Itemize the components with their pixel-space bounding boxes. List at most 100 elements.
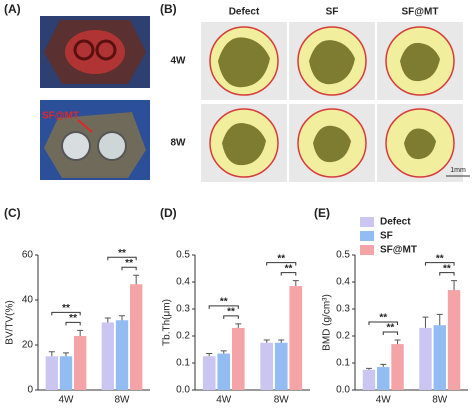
error-bar bbox=[77, 329, 84, 336]
y-tick-label: 0.3 bbox=[176, 304, 190, 315]
y-tick-label: 0.1 bbox=[336, 358, 350, 369]
bar bbox=[217, 353, 231, 390]
error-bar bbox=[380, 363, 387, 368]
y-tick-label: 0.0 bbox=[176, 385, 190, 396]
y-tick-label: 60 bbox=[22, 250, 34, 261]
error-bar bbox=[278, 339, 285, 343]
panel-label: (B) bbox=[160, 2, 177, 16]
x-tick-label: 8W bbox=[274, 395, 290, 406]
y-tick-label: 0.2 bbox=[336, 331, 350, 342]
bar bbox=[231, 327, 245, 390]
legend-label: Defect bbox=[380, 217, 411, 228]
y-axis-label: BV/TV(%) bbox=[5, 300, 16, 344]
significance-bracket bbox=[121, 266, 137, 271]
error-bar bbox=[394, 339, 401, 345]
bar bbox=[362, 369, 376, 390]
bar bbox=[59, 356, 73, 390]
panel-label: (D) bbox=[160, 206, 177, 220]
bar bbox=[115, 320, 129, 390]
error-bar bbox=[451, 280, 458, 291]
y-tick-label: 0 bbox=[27, 385, 33, 396]
bar bbox=[101, 322, 114, 390]
column-header: Defect bbox=[229, 7, 260, 18]
significance-label: ** bbox=[220, 296, 228, 307]
y-tick-label: 0.1 bbox=[176, 358, 190, 369]
y-tick-label: 0.4 bbox=[176, 277, 190, 288]
column-header: SF bbox=[326, 7, 339, 18]
y-tick-label: 0.5 bbox=[176, 250, 190, 261]
photo bbox=[40, 100, 150, 180]
error-bar bbox=[119, 315, 125, 321]
significance-label: ** bbox=[62, 303, 70, 314]
bar bbox=[130, 284, 143, 390]
scale-label: 1mm bbox=[450, 167, 466, 174]
error-bar bbox=[263, 339, 270, 343]
x-tick-label: 8W bbox=[432, 395, 448, 406]
ct-defect bbox=[309, 40, 355, 85]
error-bar bbox=[133, 274, 140, 285]
x-tick-label: 4W bbox=[216, 395, 232, 406]
legend-swatch bbox=[360, 217, 374, 227]
significance-bracket bbox=[424, 262, 455, 266]
significance-label: ** bbox=[69, 313, 77, 324]
ct-defect bbox=[404, 128, 436, 160]
error-bar bbox=[436, 313, 443, 326]
y-tick-label: 0.0 bbox=[336, 385, 350, 396]
bar bbox=[447, 290, 461, 390]
significance-label: ** bbox=[285, 263, 293, 274]
legend-label: SF bbox=[380, 231, 393, 242]
error-bar bbox=[104, 317, 111, 323]
bar bbox=[202, 356, 216, 390]
significance-label: ** bbox=[443, 263, 451, 274]
row-label: 4W bbox=[171, 56, 187, 67]
error-bar bbox=[63, 352, 69, 357]
significance-label: ** bbox=[277, 253, 285, 264]
x-tick-label: 4W bbox=[376, 395, 392, 406]
bar bbox=[377, 367, 390, 390]
column-header: SF@MT bbox=[402, 7, 439, 18]
y-tick-label: 20 bbox=[22, 340, 34, 351]
significance-bracket bbox=[208, 305, 239, 309]
significance-bracket bbox=[51, 311, 81, 316]
bar bbox=[289, 286, 303, 390]
ct-defect bbox=[400, 42, 440, 82]
photo bbox=[40, 16, 150, 88]
row-label: 8W bbox=[171, 138, 187, 149]
y-axis-label: Tb.Th(μm) bbox=[162, 299, 173, 346]
significance-bracket bbox=[382, 331, 399, 336]
error-bar bbox=[48, 351, 55, 357]
bar bbox=[45, 356, 58, 390]
significance-label: ** bbox=[386, 323, 394, 334]
significance-bracket bbox=[368, 321, 399, 326]
legend-swatch bbox=[360, 231, 374, 241]
significance-bracket bbox=[266, 262, 297, 266]
bar bbox=[274, 342, 288, 390]
bar bbox=[260, 342, 274, 390]
y-tick-label: 0.5 bbox=[336, 250, 350, 261]
significance-bracket bbox=[65, 321, 81, 326]
y-tick-label: 0.4 bbox=[336, 277, 350, 288]
significance-bracket bbox=[107, 256, 137, 261]
bar bbox=[74, 336, 87, 390]
error-bar bbox=[206, 353, 213, 357]
photo-label: SF@MT bbox=[42, 111, 79, 122]
significance-label: ** bbox=[125, 258, 133, 269]
y-tick-label: 40 bbox=[22, 295, 34, 306]
error-bar bbox=[220, 350, 227, 354]
significance-bracket bbox=[439, 272, 455, 276]
x-tick-label: 8W bbox=[115, 395, 131, 406]
significance-bracket bbox=[280, 272, 297, 276]
y-tick-label: 0.2 bbox=[176, 331, 190, 342]
significance-label: ** bbox=[436, 253, 444, 264]
x-tick-label: 4W bbox=[59, 395, 75, 406]
error-bar bbox=[422, 316, 429, 328]
bar bbox=[419, 327, 432, 390]
panel-label: (E) bbox=[314, 206, 330, 220]
y-axis-label: BMD (g/cm³) bbox=[322, 294, 333, 351]
significance-label: ** bbox=[227, 306, 235, 317]
error-bar bbox=[292, 280, 299, 287]
bar bbox=[391, 344, 404, 390]
legend-swatch bbox=[360, 245, 374, 255]
panel-label: (C) bbox=[4, 206, 21, 220]
